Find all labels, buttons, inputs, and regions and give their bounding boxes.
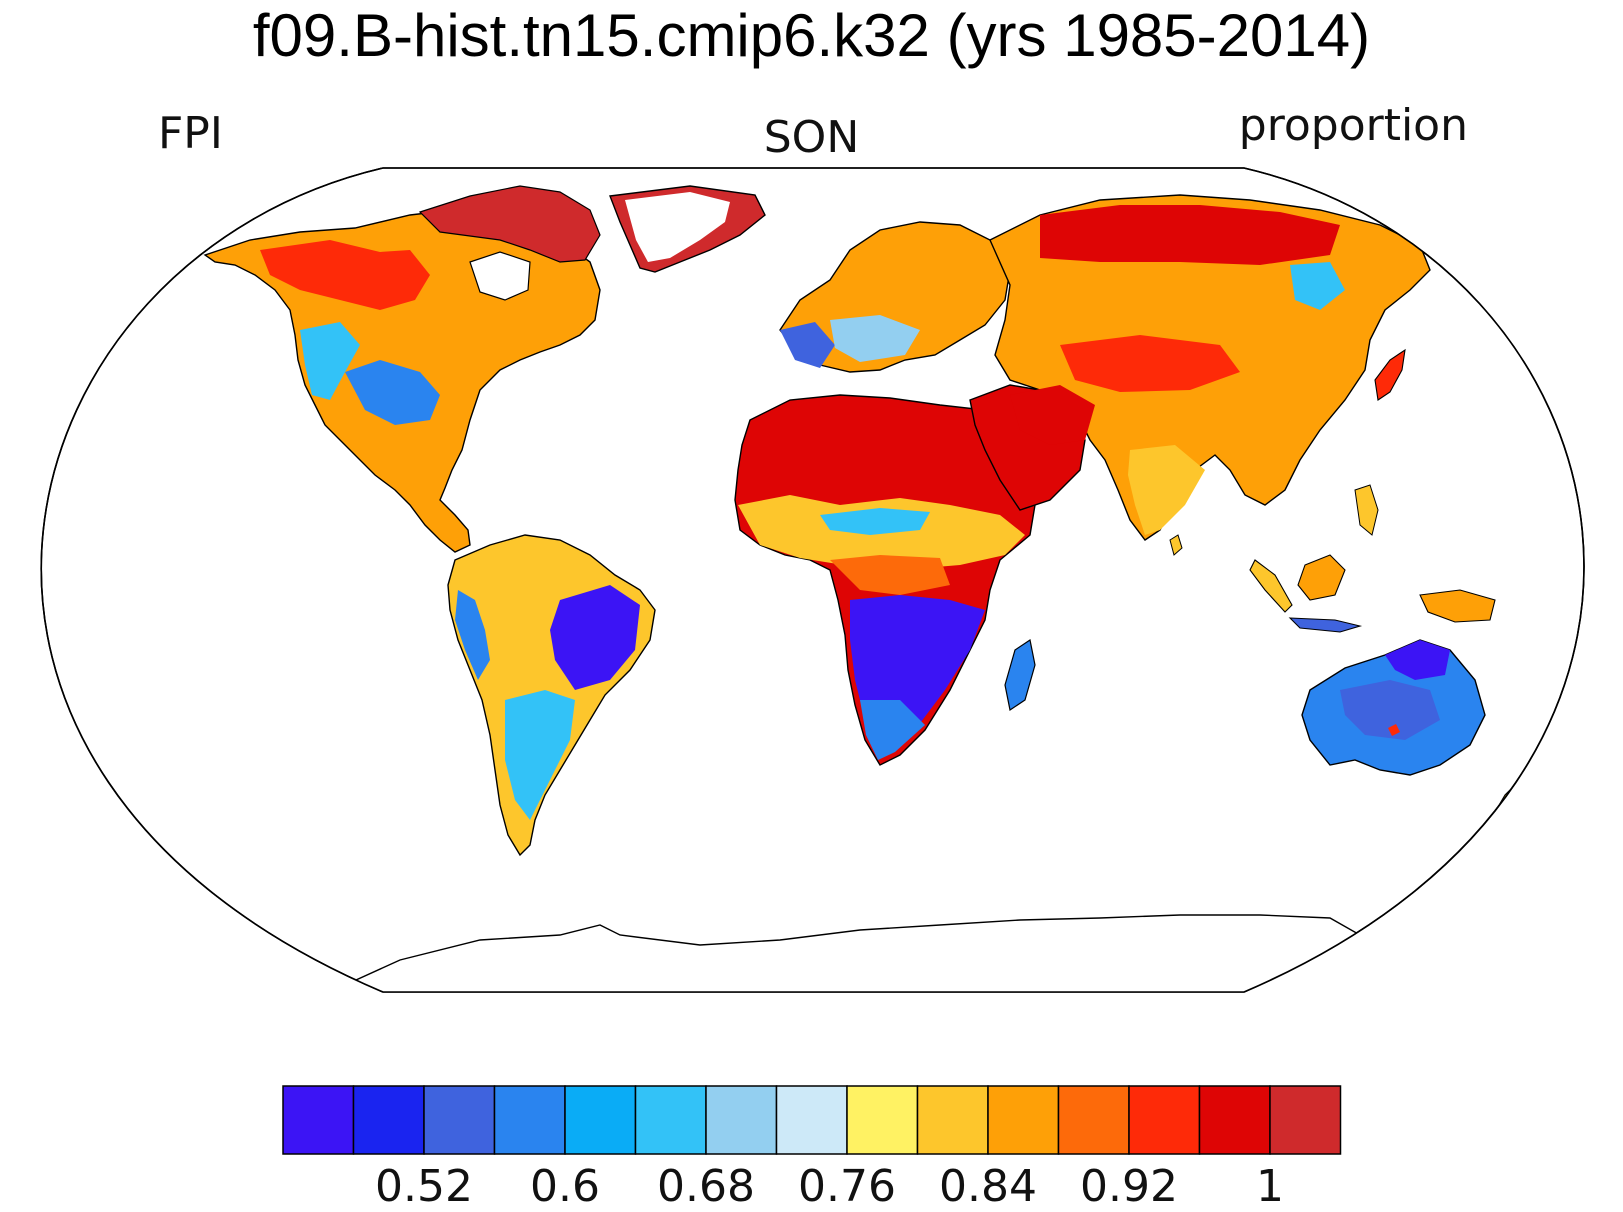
region-andes	[455, 590, 490, 680]
colorbar-cell-3	[493, 1085, 566, 1155]
colorbar-cell-4	[564, 1085, 637, 1155]
colorbar-cell-0	[282, 1085, 355, 1155]
lake-hudson-bay	[469, 251, 531, 301]
colorbar-cell-14	[1269, 1085, 1342, 1155]
colorbar-tick-label: 0.6	[530, 1161, 600, 1212]
land-madagascar	[1004, 639, 1036, 711]
colorbar-tick-label: 0.68	[657, 1161, 755, 1212]
variable-label: FPI	[158, 108, 223, 159]
colorbar-cell-12	[1128, 1085, 1201, 1155]
colorbar-cell-6	[705, 1085, 778, 1155]
colorbar-cell-8	[846, 1085, 919, 1155]
colorbar-cell-5	[634, 1085, 707, 1155]
land-borneo	[1297, 554, 1346, 601]
colorbar-cell-13	[1198, 1085, 1271, 1155]
map-title: f09.B-hist.tn15.cmip6.k32 (yrs 1985-2014…	[252, 2, 1371, 69]
colorbar-tick-label: 1	[1256, 1161, 1284, 1212]
colorbar-cell-10	[987, 1085, 1060, 1155]
region-central-africa	[830, 555, 950, 595]
colorbar-tick-label: 0.84	[939, 1161, 1037, 1212]
region-sahel-cool	[820, 508, 930, 535]
colorbar-cell-2	[423, 1085, 496, 1155]
colorbar-tick-label: 0.76	[798, 1161, 896, 1212]
region-siberia-cool	[1290, 262, 1345, 310]
region-europe-central	[830, 315, 920, 362]
season-label: SON	[763, 112, 860, 163]
land-sumatra	[1249, 559, 1293, 613]
region-india	[1128, 445, 1205, 535]
units-label: proportion	[1238, 100, 1468, 151]
region-southern-africa-tip	[860, 700, 925, 760]
map-outline	[40, 167, 1585, 993]
land-philippines	[1354, 484, 1379, 536]
region-arabia-east-hot	[1010, 385, 1095, 445]
region-north-america-mid	[300, 322, 360, 400]
land-new-guinea	[1419, 589, 1496, 623]
world-map	[40, 167, 1585, 993]
region-brazil-cool	[550, 585, 640, 690]
region-south-america-south	[505, 690, 575, 820]
greenland-interior	[625, 192, 730, 262]
region-siberia-hot	[1040, 205, 1340, 265]
colorbar-cell-1	[352, 1085, 425, 1155]
colorbar-cell-7	[775, 1085, 848, 1155]
colorbar	[282, 1085, 1342, 1155]
region-north-america-cool	[345, 360, 440, 425]
colorbar-tick-label: 0.92	[1080, 1161, 1178, 1212]
region-australia-hotspot	[1388, 724, 1400, 736]
land-japan	[1374, 348, 1406, 401]
region-arctic-islands	[418, 185, 601, 263]
region-central-asia-hot	[1060, 335, 1240, 392]
land-java	[1288, 617, 1363, 633]
land-sri-lanka	[1169, 534, 1183, 556]
region-canada-hot	[260, 240, 430, 310]
colorbar-cell-9	[916, 1085, 989, 1155]
colorbar-cell-11	[1057, 1085, 1130, 1155]
region-australia-interior	[1340, 680, 1440, 740]
region-australia-north	[1385, 640, 1450, 680]
colorbar-tick-label: 0.52	[375, 1161, 473, 1212]
region-europe-west	[780, 322, 835, 368]
